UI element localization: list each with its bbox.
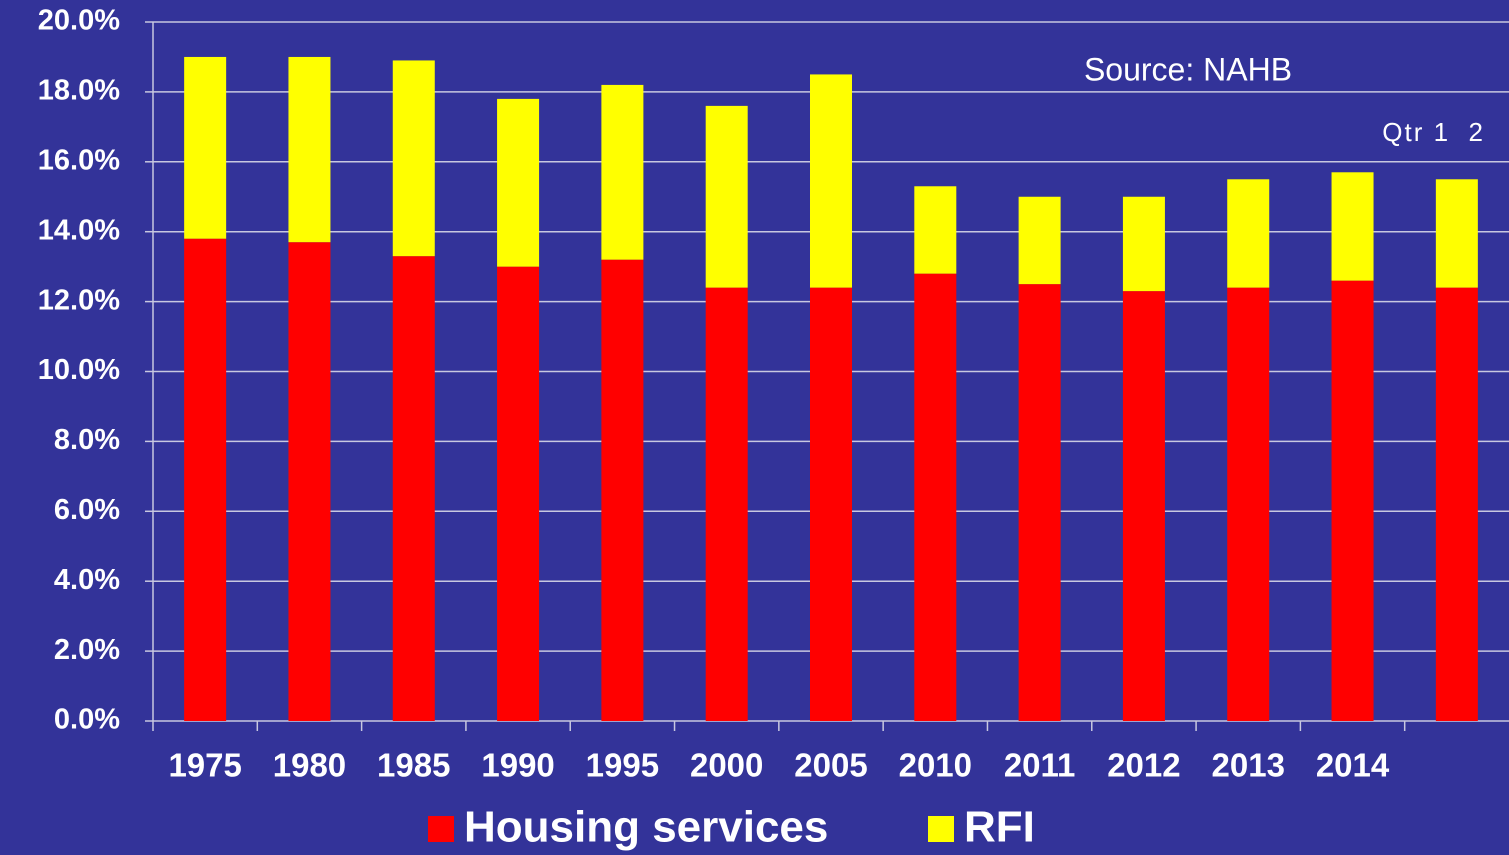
legend-label: Housing services [464,803,828,852]
x-tick-label: 1990 [481,747,554,784]
bar-segment [1227,287,1270,721]
y-tick-label: 20.0% [38,5,120,37]
bar-segment [1435,179,1478,288]
x-tick-label: 1980 [273,747,346,784]
y-tick-label: 14.0% [38,214,120,246]
bar-segment [601,84,644,260]
annotation: Source: NAHB [1084,51,1292,87]
bar-segment [392,256,435,721]
bar-segment [392,60,435,257]
bar-segment [1227,179,1270,288]
y-tick-label: 18.0% [38,75,120,107]
x-tick-label: 1975 [168,747,241,784]
bar-segment [288,56,331,243]
y-tick-label: 16.0% [38,144,120,176]
y-tick-label: 0.0% [54,704,120,736]
x-tick-label: 2010 [899,747,972,784]
bar-segment [184,238,227,721]
x-tick-label: 2014 [1316,747,1390,784]
bar-segment [810,287,852,721]
x-tick-label: 1985 [377,747,450,784]
bar-segment [497,98,540,267]
bar-segment [705,105,748,288]
bar-segment [1122,196,1165,292]
x-tick-label: 1995 [586,747,659,784]
legend-label: RFI [964,803,1035,852]
bar-segment [1435,287,1478,721]
x-tick-label: 2005 [794,747,867,784]
x-tick-label: 2013 [1212,747,1285,784]
y-tick-label: 12.0% [38,284,120,316]
y-tick-label: 8.0% [54,424,120,456]
annotation: Qtr 1 2 [1382,117,1485,147]
y-tick-label: 10.0% [38,354,120,386]
y-tick-label: 6.0% [54,494,120,526]
legend-swatch [928,816,954,842]
y-tick-label: 4.0% [54,564,120,596]
bar-segment [1331,172,1374,281]
bar-segment [1018,196,1061,285]
bar-segment [914,186,957,274]
x-tick-label: 2000 [690,747,763,784]
bar-segment [705,287,748,721]
x-tick-label: 2011 [1004,747,1076,784]
bar-segment [497,266,540,721]
y-tick-label: 2.0% [54,634,120,666]
legend-swatch [428,816,454,842]
bar-segment [914,273,957,721]
bar-segment [184,56,227,239]
bar-segment [601,259,644,721]
bar-segment [1018,284,1061,721]
bar-segment [1331,280,1374,721]
x-tick-label: 2012 [1107,747,1180,784]
bar-segment [810,74,852,288]
bar-segment [1122,291,1165,721]
bar-segment [288,242,331,721]
